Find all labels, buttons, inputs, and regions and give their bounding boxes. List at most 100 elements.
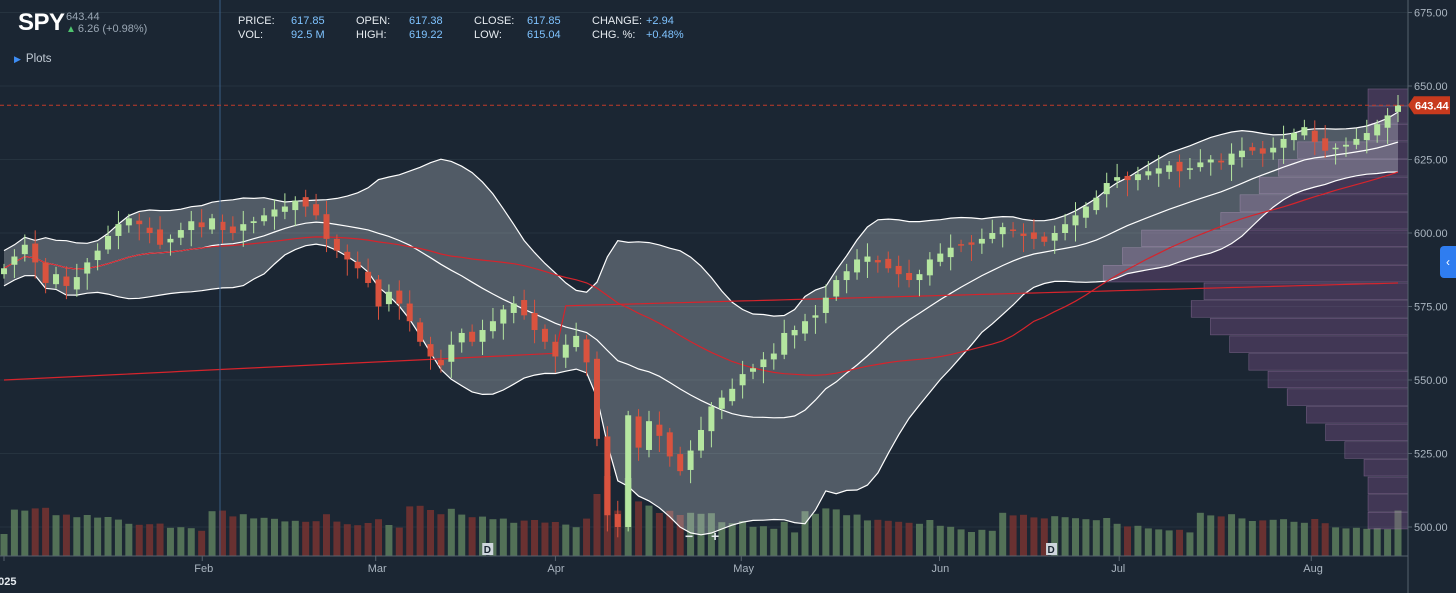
candle-body [1395,105,1401,112]
volume-bar [1030,517,1038,556]
bollinger-mid-line [3,141,1399,419]
candle-body [323,214,330,239]
collapse-panel-button[interactable]: ‹ [1440,246,1456,278]
candle-body [333,238,340,251]
candle-body [1270,147,1277,153]
last-price-tag [1408,96,1450,115]
volume-bar [676,515,684,556]
candle-body [375,279,382,307]
volume-bar [1186,532,1194,556]
expand-triangle-icon: ▶ [14,54,21,64]
volume-bar [957,529,965,556]
candle-body [240,224,247,231]
x-tick-label: Mar [368,563,387,575]
candle-body [281,206,288,212]
candle-body [1290,133,1297,141]
volume-bar [1238,518,1246,556]
volume-bar [499,518,507,556]
zoom-in-button[interactable]: + [711,528,720,544]
volume-bar [1311,519,1319,556]
volume-bar [1144,528,1152,556]
x-tick-label: 2025 [0,576,16,588]
plots-label: Plots [25,53,52,65]
volume-bar [583,518,591,556]
plots-toggle[interactable]: ▶ Plots [14,53,52,65]
candle-body [1062,224,1069,233]
volume-profile-bar [1363,459,1409,477]
zoom-out-button[interactable]: − [685,528,694,544]
candle-body [73,277,80,290]
volume-bar [260,517,268,556]
volume-bar [1155,529,1163,556]
volume-bar [166,527,174,556]
volume-bar [447,508,455,556]
volume-bar [541,522,549,556]
candle-body [843,271,850,281]
volume-bar [978,529,986,556]
volume-bar [229,516,237,556]
y-tick-label: 525.00 [1414,449,1448,461]
volume-bar [10,509,18,556]
candle-body [947,247,954,258]
volume-bar [1217,516,1225,556]
volume-bar [1300,522,1308,556]
volume-bar [42,507,50,556]
volume-bar [572,527,580,556]
candle-body [1155,168,1162,174]
volume-bar [146,524,154,556]
volume-bar [707,513,715,556]
candle-body [53,274,60,285]
candle-body [864,256,871,262]
candle-body [958,244,965,246]
volume-bar [156,523,164,556]
volume-bar [551,522,559,556]
candle-body [916,274,923,281]
stat-low-label: LOW: [474,29,502,41]
candle-body [1103,183,1110,195]
volume-bar [718,522,726,556]
volume-bar [94,517,102,556]
volume-bar [62,514,70,556]
candle-body [1342,144,1349,147]
chevron-left-icon: ‹ [1446,255,1450,269]
candle-body [1166,165,1173,172]
volume-bar [1321,523,1329,556]
candle-body [1051,233,1058,241]
volume-bar [1103,518,1111,556]
dividend-marker-label: D [484,545,491,556]
volume-bar [1228,514,1236,556]
candle-body [115,224,122,236]
volume-bar [395,527,403,556]
candle-body [833,280,840,297]
candle-body [614,514,621,527]
y-tick-label: 550.00 [1414,375,1448,387]
candle-body [219,221,226,231]
volume-bar [895,521,903,556]
volume-profile-bar [1248,353,1409,371]
candle-body [812,315,819,318]
volume-bar [437,514,445,556]
candle-body [1093,197,1100,211]
candle-body [874,260,881,263]
candle-body [365,271,372,283]
volume-bar [635,501,643,556]
volume-bar [770,528,778,556]
volume-bar [302,521,310,556]
volume-bar [1290,521,1298,556]
stat-open-label: OPEN: [356,15,391,27]
candle-body [229,226,236,233]
x-tick-label: Jun [932,563,950,575]
volume-bar [416,505,424,556]
candle-body [136,220,143,225]
candle-body [760,359,767,368]
volume-bar [333,521,341,556]
candle-body [1207,159,1214,163]
candle-body [1,268,7,275]
x-tick-label: Apr [547,563,564,575]
dividend-marker-box [482,543,494,555]
sma-200-line [3,282,1399,381]
volume-bar [1280,519,1288,556]
candle-body [354,261,361,269]
volume-bar [884,520,892,556]
